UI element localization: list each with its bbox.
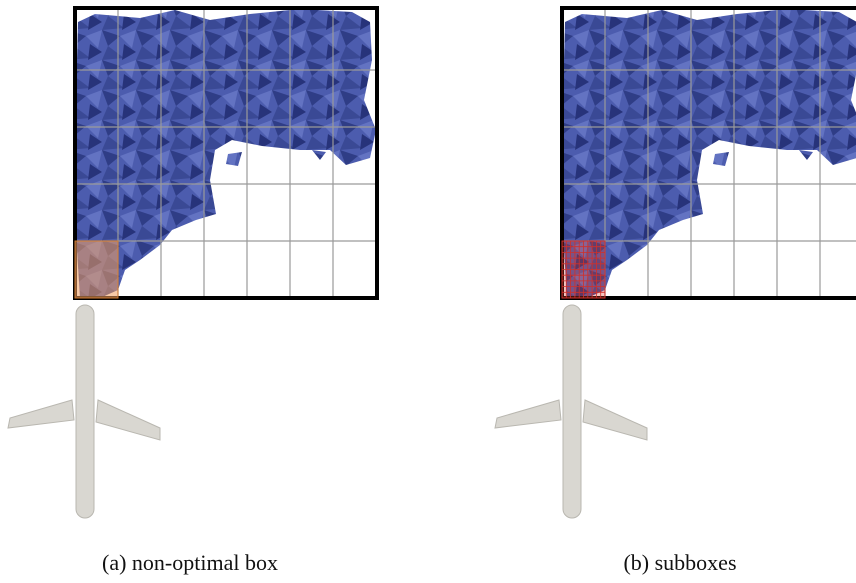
caption: (a) non-optimal box — [102, 550, 278, 575]
panel-b — [495, 8, 856, 518]
subboxes — [562, 241, 605, 298]
figure: (a) non-optimal box (b) subboxes — [0, 0, 856, 583]
caption: (b) subboxes — [623, 550, 736, 575]
page: {"figures": [{"caption": "(a) non-optima… — [0, 0, 856, 583]
panel-a — [8, 8, 377, 518]
non-optimal-box — [75, 241, 118, 298]
